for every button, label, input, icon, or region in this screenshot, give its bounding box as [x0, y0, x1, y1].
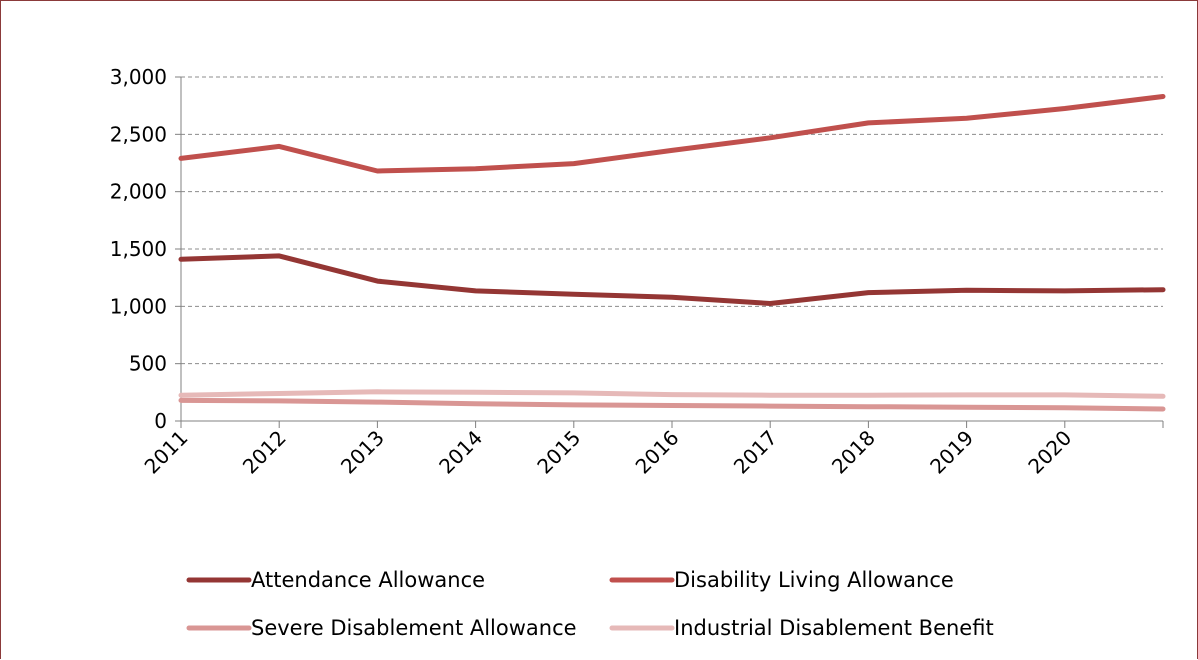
series-line-industrial-disablement-benefit: [178, 389, 1166, 399]
x-tick-label: 2013: [336, 426, 389, 479]
x-tick-label: 2015: [532, 426, 585, 479]
series-line-severe-disablement-allowance: [178, 397, 1166, 412]
legend: Attendance Allowance Disability Living Al…: [186, 568, 994, 640]
x-tick-label: 2012: [238, 426, 291, 479]
x-tick-label: 2017: [729, 426, 782, 479]
x-tick-label: 2016: [631, 426, 684, 479]
series-line-attendance-allowance: [178, 253, 1166, 306]
y-tick-label: 3,000: [110, 65, 167, 89]
series-line-disability-living-allowance: [178, 94, 1166, 174]
y-tick-label: 2,000: [110, 180, 167, 204]
series-lines: [178, 94, 1166, 412]
x-tick-label: 2019: [925, 426, 978, 479]
x-tick-label: 2020: [1023, 426, 1076, 479]
x-tick-label: 2014: [434, 426, 487, 479]
x-tick-label: 2011: [140, 426, 193, 479]
legend-label: Disability Living Allowance: [674, 568, 954, 592]
y-tick-label: 1,500: [110, 237, 167, 261]
y-tick-label: 0: [154, 409, 167, 433]
legend-label: Industrial Disablement Benefit: [674, 616, 994, 640]
y-tick-label: 1,000: [110, 294, 167, 318]
y-tick-label: 2,500: [110, 122, 167, 146]
axes: 0 500 1,000 1,500 2,000 2,500 3,000 2011 2012 201…: [110, 65, 1164, 479]
gridlines: [181, 76, 1163, 365]
legend-label: Severe Disablement Allowance: [251, 616, 577, 640]
y-tick-label: 500: [129, 352, 167, 376]
legend-label: Attendance Allowance: [251, 568, 485, 592]
x-tick-label: 2018: [827, 426, 880, 479]
